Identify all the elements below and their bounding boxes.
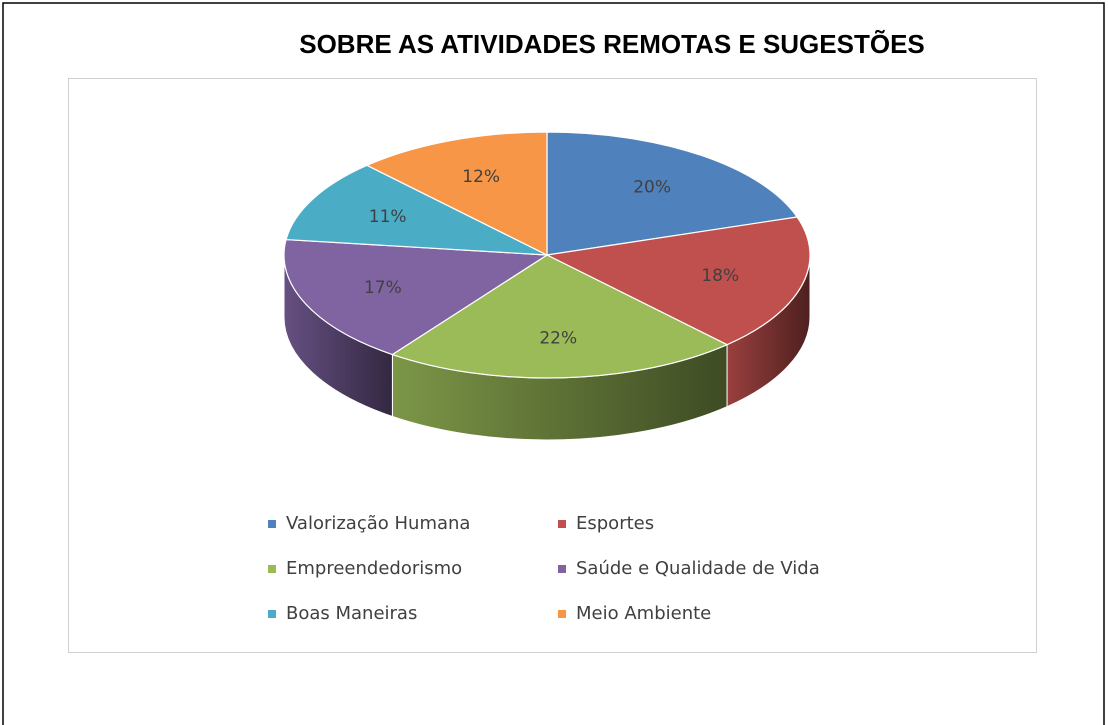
slice bbox=[545, 216, 811, 346]
data-label: 12% bbox=[462, 167, 500, 187]
slice bbox=[365, 131, 548, 256]
legend-label: Esportes bbox=[576, 513, 654, 534]
data-label: 11% bbox=[369, 207, 407, 227]
legend-swatch bbox=[268, 610, 276, 618]
legend-label: Saúde e Qualidade de Vida bbox=[576, 558, 820, 579]
data-label: 18% bbox=[701, 266, 739, 286]
data-label: 17% bbox=[364, 278, 402, 298]
slice bbox=[283, 238, 549, 356]
slice bbox=[285, 164, 548, 256]
data-label: 20% bbox=[633, 177, 671, 197]
legend-label: Meio Ambiente bbox=[576, 603, 711, 624]
data-label: 22% bbox=[539, 328, 577, 348]
legend-swatch bbox=[268, 520, 276, 528]
legend-label: Empreendedorismo bbox=[286, 558, 462, 579]
slice bbox=[391, 254, 729, 379]
legend-swatch bbox=[558, 520, 566, 528]
chart-title: SOBRE AS ATIVIDADES REMOTAS E SUGESTÕES bbox=[299, 29, 925, 59]
legend-label: Valorização Humana bbox=[286, 513, 470, 534]
legend-swatch bbox=[558, 565, 566, 573]
legend-swatch bbox=[268, 565, 276, 573]
legend-swatch bbox=[558, 610, 566, 618]
slice bbox=[546, 131, 799, 256]
legend-label: Boas Maneiras bbox=[286, 603, 417, 624]
